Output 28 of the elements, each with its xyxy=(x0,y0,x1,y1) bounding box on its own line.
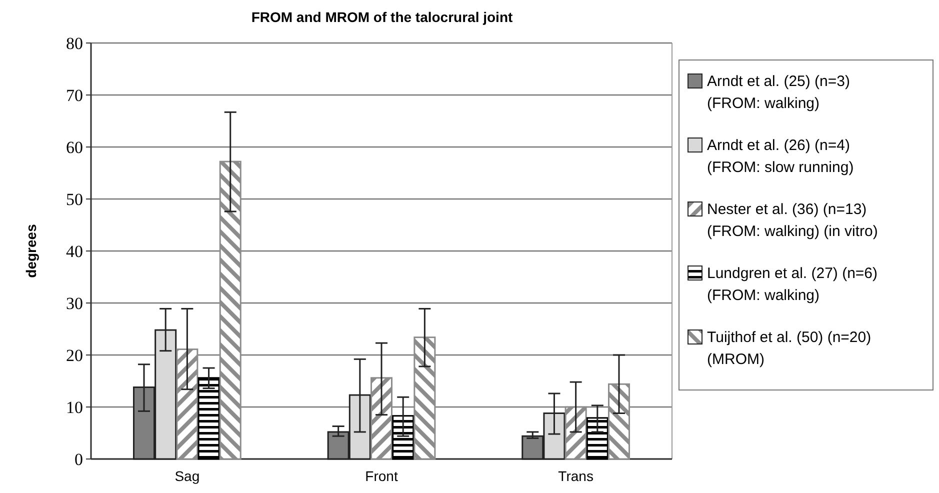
y-tick-label: 10 xyxy=(66,398,83,417)
legend-label: Nester et al. (36) (n=13) (FROM: walking) (in vitro) xyxy=(707,201,878,240)
bar xyxy=(219,160,242,460)
bar xyxy=(564,406,587,460)
y-tick-label: 60 xyxy=(66,138,83,157)
bar xyxy=(198,377,220,460)
y-tick-label: 0 xyxy=(74,450,83,469)
legend-label: Arndt et al. (25) (n=3) (FROM: walking) xyxy=(707,73,850,112)
x-tick-label: Front xyxy=(365,468,398,484)
bar xyxy=(392,415,414,460)
bar xyxy=(176,348,198,460)
legend-label: Tuijthof et al. (50) (n=20) (MROM) xyxy=(707,329,872,368)
y-tick-label: 40 xyxy=(66,242,83,261)
chart-title: FROM and MROM of the talocrural joint xyxy=(251,9,513,25)
bar xyxy=(586,417,608,460)
x-tick-label: Sag xyxy=(174,468,200,484)
y-tick-label: 80 xyxy=(66,34,83,53)
y-axis-title: degrees xyxy=(23,224,39,278)
bar xyxy=(608,383,630,460)
legend-label: Lundgren et al. (27) (n=6) (FROM: walking) xyxy=(707,265,878,304)
bar xyxy=(414,336,436,460)
bar xyxy=(370,377,393,460)
y-tick-label: 50 xyxy=(66,190,83,209)
x-tick-label: Trans xyxy=(558,468,594,484)
y-tick-label: 30 xyxy=(66,294,83,313)
y-tick-label: 20 xyxy=(66,346,83,365)
legend-label: Arndt et al. (26) (n=4) (FROM: slow running) xyxy=(707,137,854,176)
y-tick-label: 70 xyxy=(66,86,83,105)
